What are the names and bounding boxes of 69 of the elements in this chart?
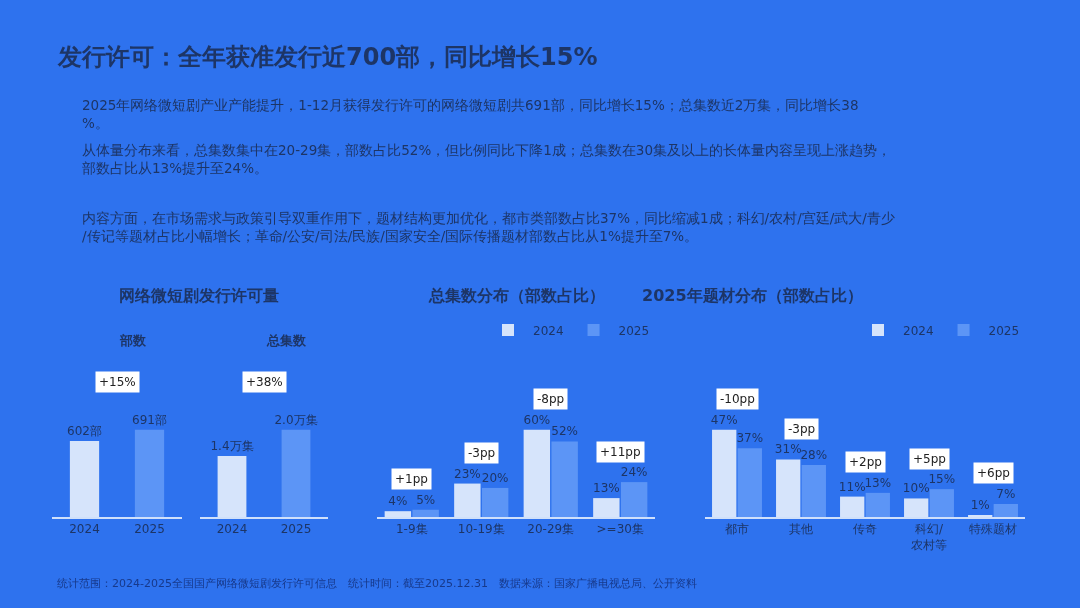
legend-label: 2025 <box>618 323 650 338</box>
annotation: +6pp <box>977 466 1010 480</box>
data-label: 11% <box>838 479 866 494</box>
data-label: 37% <box>736 431 764 446</box>
x-tick-label: 特殊题材 <box>969 522 1017 537</box>
text: -10pp <box>720 392 755 406</box>
x-tick-label: 2024 <box>216 522 248 537</box>
annotation: +5pp <box>913 452 946 466</box>
data-label: 24% <box>620 465 648 480</box>
data-label: 1.4万集 <box>210 438 254 453</box>
data-label: 47% <box>710 412 738 427</box>
text: 统计范围：2024-2025全国国产网络微短剧发行许可信息 统计时间：截至2025.12.31 数据来源：国家广播电视总局、公开资料 <box>57 577 697 590</box>
legend-label: 2025 <box>988 323 1020 338</box>
chart-title: 2025年题材分布（部数占比） <box>642 286 863 305</box>
data-label: 4% <box>388 494 408 509</box>
chart-title: 总集数分布（部数占比） <box>428 286 605 305</box>
legend-label: 2024 <box>903 323 934 338</box>
data-label: 13% <box>864 475 892 490</box>
data-label: 23% <box>454 466 481 481</box>
annotation: +2pp <box>849 455 882 469</box>
x-tick-label: 都市 <box>725 522 749 537</box>
chart-title: 网络微短剧发行许可量 <box>119 286 279 305</box>
bar <box>929 489 954 517</box>
data-label: 15% <box>928 472 956 487</box>
bar <box>620 482 648 517</box>
annotation: -3pp <box>468 446 496 460</box>
text: 发行许可：全年获准发行近700部，同比增长15% <box>57 43 598 71</box>
x-tick-label: >=30集 <box>596 522 644 537</box>
x-tick-label: 科幻/ 农村等 <box>911 522 947 552</box>
text: 从体量分布来看，总集数集中在20-29集，部数占比52%，但比例同比下降1成；总集数在30集及以上的长体量内容呈现上涨趋势，部数占比从13%提升至24%。 <box>82 142 892 176</box>
text: +38% <box>246 375 283 389</box>
data-label: 31% <box>774 442 802 457</box>
chart-subtitle: 总集数 <box>266 333 307 348</box>
annotation: +11pp <box>600 445 641 459</box>
bar <box>801 465 826 517</box>
bar <box>737 448 762 517</box>
x-tick-label: 2025 <box>134 522 165 537</box>
data-label: 7% <box>996 487 1016 502</box>
data-label: 5% <box>416 492 436 507</box>
x-tick-label: 2024 <box>69 522 100 537</box>
data-label: 52% <box>551 424 578 439</box>
data-label: 13% <box>593 481 620 496</box>
data-label: 20% <box>481 470 509 485</box>
annotation: +1pp <box>395 472 428 486</box>
data-label: 60% <box>523 412 551 427</box>
bar <box>412 509 439 517</box>
legend-label: 2024 <box>533 323 564 338</box>
text: +15% <box>99 375 136 389</box>
bar <box>481 487 509 517</box>
annotation: -3pp <box>788 422 816 436</box>
bar <box>865 492 890 517</box>
data-label: 10% <box>902 481 930 496</box>
data-label: 1% <box>970 498 990 512</box>
x-tick-label: 1-9集 <box>395 522 428 537</box>
data-label: 602部 <box>67 424 102 439</box>
bar <box>551 441 578 517</box>
x-tick-label: 10-19集 <box>457 522 505 537</box>
x-tick-label: 传奇 <box>853 522 877 537</box>
chart-subtitle: 部数 <box>119 333 147 348</box>
x-tick-label: 20-29集 <box>527 522 575 537</box>
x-tick-label: 其他 <box>789 522 813 537</box>
text: -8pp <box>537 392 565 406</box>
text: 2025年网络微短剧产业产能提升，1-12月获得发行许可的网络微短剧共691部，同比增长15%；总集数近2万集，同比增长38%。 <box>82 97 859 131</box>
bar <box>993 504 1018 517</box>
data-label: 28% <box>800 448 828 463</box>
x-tick-label: 2025 <box>280 522 312 537</box>
data-label: 2.0万集 <box>274 412 318 427</box>
text: 内容方面，在市场需求与政策引导双重作用下，题材结构更加优化，都市类部数占比37%，同比缩减1成；科幻/农村/宫廷/武大/青少/传记等题材占比小幅增长；革命/公安/司法/民族/国家安全/国际传播题材部数占比从1%提升至7%。 <box>82 210 895 244</box>
data-label: 691部 <box>132 412 167 427</box>
